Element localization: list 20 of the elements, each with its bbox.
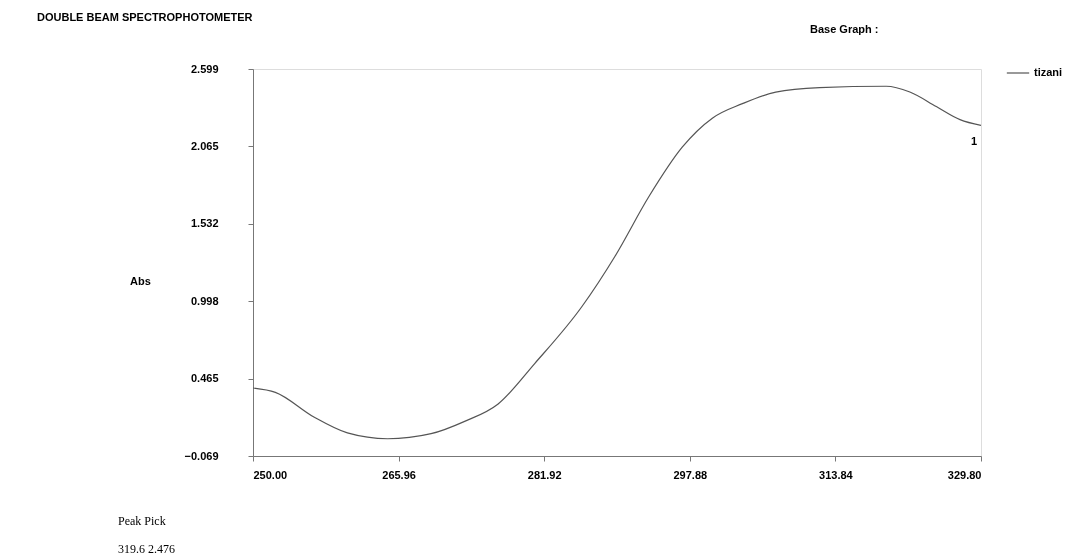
x-tick-label: 297.88 (673, 468, 708, 481)
legend-label: tizani (1034, 66, 1063, 78)
annotation: 1 (971, 135, 978, 147)
y-tick-label: 0.998 (190, 294, 219, 307)
text: Peak Pick (118, 514, 166, 528)
x-tick-label: 313.84 (819, 468, 854, 481)
y-tick-label: −0.069 (184, 449, 219, 462)
text: 319.6 2.476 (118, 542, 175, 556)
x-tick-label: 250.00 (253, 468, 288, 481)
y-axis-title: Abs (130, 274, 151, 287)
y-tick-label: 1.532 (190, 217, 219, 230)
line-series (253, 85, 981, 440)
y-tick-label: 2.599 (190, 62, 219, 75)
x-tick-label: 329.80 (947, 468, 982, 481)
y-tick-label: 0.465 (190, 372, 219, 385)
y-tick-label: 2.065 (190, 139, 219, 152)
x-tick-label: 281.92 (527, 468, 562, 481)
text: Base Graph : (810, 23, 879, 35)
x-tick-label: 265.96 (382, 468, 416, 481)
text: DOUBLE BEAM SPECTROPHOTOMETER (37, 11, 253, 23)
